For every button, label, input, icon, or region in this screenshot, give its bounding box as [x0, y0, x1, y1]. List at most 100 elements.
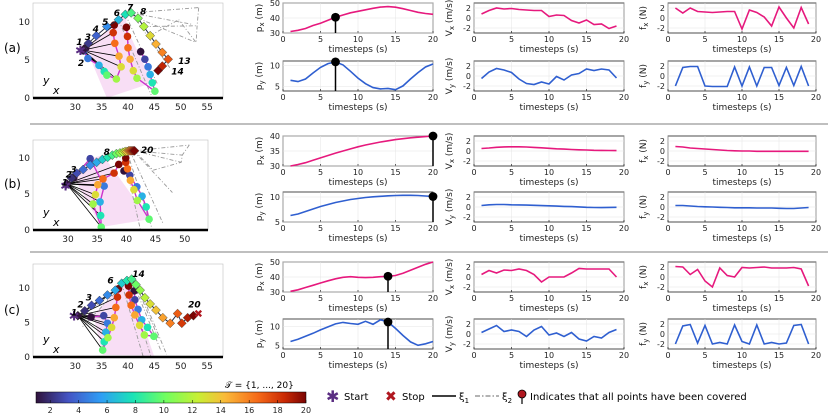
x-tick-label: 0	[665, 93, 670, 102]
x-axis-label: timesteps (s)	[328, 304, 387, 314]
y-label-symbol: p	[255, 159, 265, 165]
legend-xi1-subscript: 1	[465, 397, 469, 405]
x-tick-label: 10	[737, 224, 747, 233]
x-tick-label: 5	[318, 294, 323, 303]
y-label-unit: (m)	[255, 4, 265, 23]
path-waypoint	[91, 30, 102, 41]
waypoint-label: 1	[76, 38, 82, 48]
xi2-point	[133, 196, 142, 205]
legend-start-label: Start	[344, 392, 369, 403]
y-axis-label: fx (N)	[639, 265, 650, 289]
xi1-point	[93, 180, 102, 189]
x-tick-label: 5	[318, 224, 323, 233]
x-tick-label: 30	[69, 103, 81, 113]
row-label-c: (c)	[4, 303, 20, 317]
y-label-subscript: x	[448, 159, 456, 163]
xi2-ray	[134, 150, 182, 163]
series-line	[481, 324, 617, 342]
waypoint-label: 14	[171, 67, 184, 77]
x-tick-label: 5	[318, 93, 323, 102]
colorbar-tick-label: 6	[105, 406, 110, 414]
legend-covered-marker	[517, 389, 527, 399]
x-tick-label: 15	[390, 294, 400, 303]
y-tick-label: -2	[657, 340, 665, 349]
y-tick-label: 2	[660, 320, 665, 329]
path-waypoint	[78, 45, 88, 55]
y-tick-label: 40	[270, 14, 280, 23]
series-line	[290, 261, 434, 293]
series-line	[290, 318, 434, 347]
x-tick-label: 20	[428, 168, 438, 177]
x-tick-label: 5	[318, 168, 323, 177]
y-label-symbol: p	[255, 84, 265, 90]
y-tick-label: 2	[466, 137, 471, 146]
y-tick-label: -2	[657, 157, 665, 166]
x-tick-label: 10	[353, 35, 363, 44]
x-tick-label: 20	[811, 224, 821, 233]
x-tick-label: 10	[737, 168, 747, 177]
xi1-point	[110, 313, 119, 322]
path-waypoint	[163, 54, 173, 65]
y-label-symbol: V	[445, 87, 455, 94]
xi1-ray	[66, 183, 102, 228]
y-label-unit: (m/s)	[445, 0, 455, 26]
xi1-ray	[83, 49, 120, 57]
xi1-ray	[66, 183, 96, 196]
y-label-subscript: x	[448, 26, 456, 30]
x-tick-label: 35	[96, 362, 107, 372]
x-tick-label: 0	[471, 93, 476, 102]
xi1-point	[110, 169, 118, 177]
y-label-unit: (m/s)	[445, 58, 455, 84]
series-line	[675, 265, 810, 289]
x-tick-label: 10	[737, 294, 747, 303]
y-label-subscript: y	[448, 84, 456, 88]
x-axis-label: timesteps (s)	[712, 304, 771, 314]
stop-marker: ✖	[194, 308, 203, 321]
xi2-point	[148, 79, 157, 87]
x-tick-label: 10	[544, 224, 554, 233]
xi1-point	[107, 323, 116, 332]
colorbar-tick-label: 2	[48, 406, 53, 414]
y-tick-label: 40	[270, 273, 280, 282]
y-tick-label: 2	[466, 62, 471, 71]
y-tick-label: 0	[660, 203, 665, 212]
y-label-unit: (m/s)	[445, 189, 455, 215]
x-axis-label: timesteps (s)	[328, 361, 387, 371]
y-label-subscript: y	[642, 339, 650, 343]
y-label-unit: (N)	[639, 139, 649, 156]
x-tick-label: 20	[619, 93, 629, 102]
x-tick-label: 20	[811, 93, 821, 102]
xi1-point	[103, 71, 111, 79]
xi2-point	[126, 176, 135, 185]
y-tick-label: 0	[466, 330, 471, 339]
y-tick-label: 10	[19, 154, 31, 164]
x-tick-label: 15	[774, 351, 784, 360]
path-waypoint	[188, 310, 199, 321]
y-label-symbol: p	[255, 215, 265, 221]
trajectory-panel-c: ✱ ✖ 123 6 14 20 30 35 40 45 50 55 0 5 10 yx	[19, 263, 224, 372]
xi2-point	[136, 47, 145, 56]
x-tick-label: 5	[509, 351, 514, 360]
y-label-unit: (N)	[639, 322, 649, 339]
x-axis-label: timesteps (s)	[519, 103, 578, 113]
path-waypoint	[102, 290, 113, 300]
row-label-a: (a)	[4, 41, 21, 55]
x-tick-label: 20	[619, 351, 629, 360]
y-tick-label: 50	[270, 0, 280, 8]
x-tick-label: 0	[280, 168, 285, 177]
colorbar-tick-label: 8	[133, 406, 138, 414]
xi2-point	[123, 165, 132, 173]
x-tick-label: 10	[353, 93, 363, 102]
x-tick-label: 0	[471, 224, 476, 233]
x-axis-label: timesteps (s)	[519, 304, 578, 314]
y-tick-label: 0	[24, 94, 30, 104]
xi2-point	[141, 55, 149, 64]
x-tick-label: 10	[737, 35, 747, 44]
colorbar	[35, 391, 307, 404]
path-waypoint	[126, 8, 136, 18]
x-tick-label: 55	[201, 362, 212, 372]
y-label-subscript: y	[258, 80, 266, 84]
